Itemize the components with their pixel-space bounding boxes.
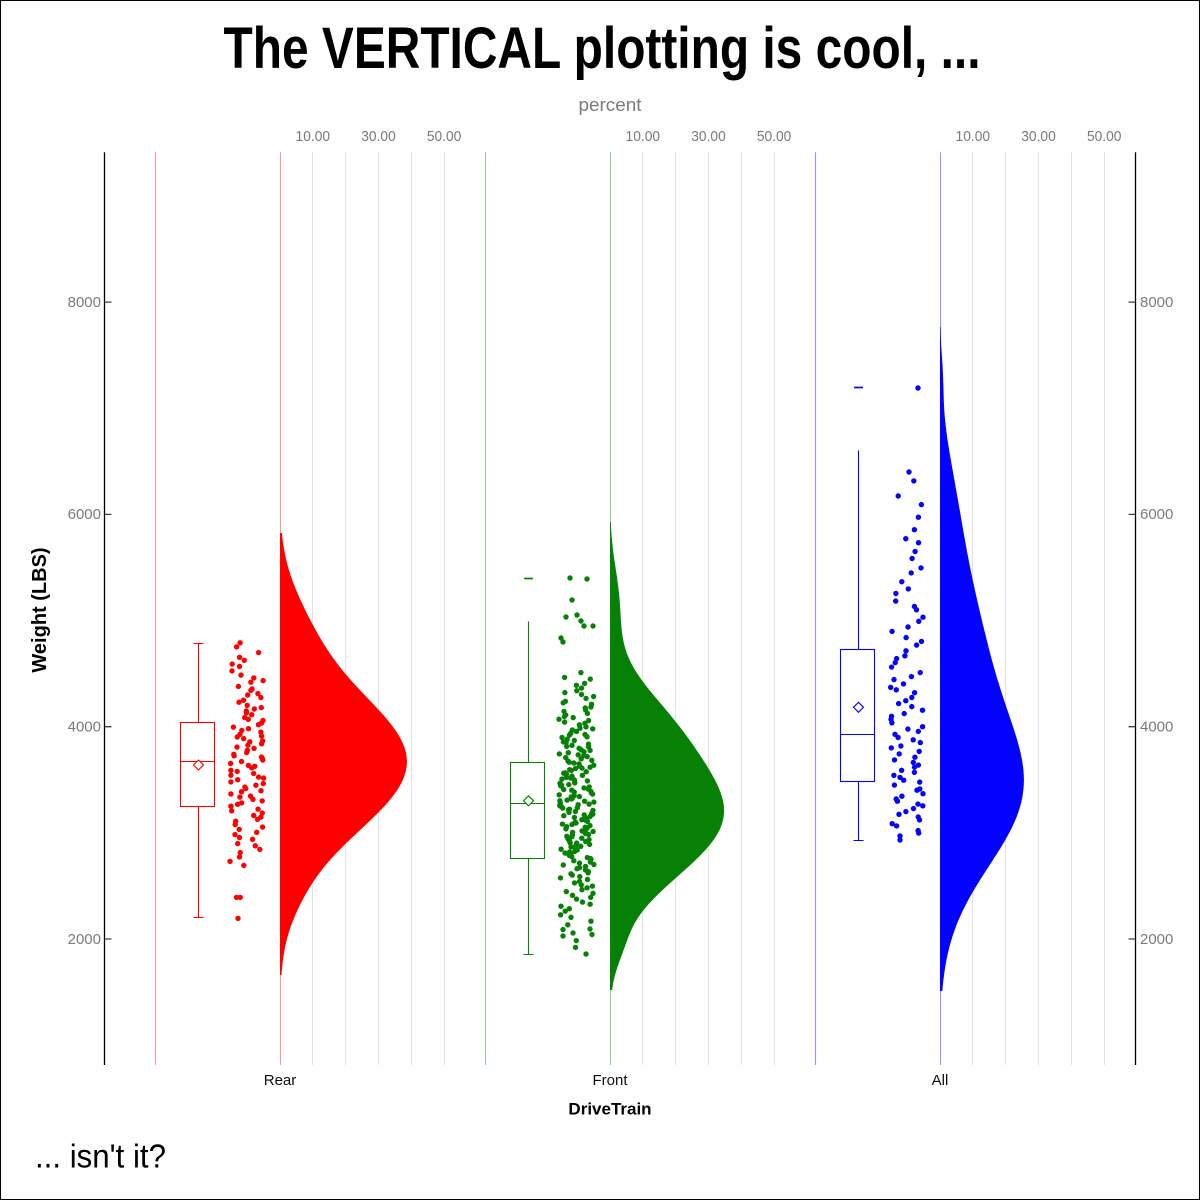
svg-text:30.00: 30.00 [1021, 128, 1056, 145]
svg-text:6000: 6000 [68, 506, 101, 523]
svg-text:Front: Front [592, 1072, 628, 1089]
svg-text:10.00: 10.00 [956, 128, 991, 145]
svg-text:The VERTICAL plotting is cool,: The VERTICAL plotting is cool, ... [224, 16, 981, 81]
svg-text:2000: 2000 [68, 931, 101, 948]
svg-text:... isn't it?: ... isn't it? [35, 1138, 166, 1175]
svg-text:Weight (LBS): Weight (LBS) [29, 547, 51, 672]
svg-text:All: All [932, 1072, 949, 1089]
svg-text:50.00: 50.00 [757, 128, 792, 145]
svg-text:6000: 6000 [1140, 506, 1173, 523]
svg-text:10.00: 10.00 [296, 128, 331, 145]
svg-text:8000: 8000 [68, 294, 101, 311]
svg-text:4000: 4000 [1140, 719, 1173, 736]
svg-text:Rear: Rear [264, 1072, 297, 1089]
svg-text:2000: 2000 [1140, 931, 1173, 948]
svg-text:DriveTrain: DriveTrain [568, 1100, 651, 1119]
svg-text:50.00: 50.00 [1087, 128, 1122, 145]
svg-text:50.00: 50.00 [427, 128, 462, 145]
svg-text:10.00: 10.00 [626, 128, 661, 145]
svg-text:4000: 4000 [68, 719, 101, 736]
svg-text:30.00: 30.00 [691, 128, 726, 145]
svg-text:percent: percent [579, 95, 642, 115]
svg-text:8000: 8000 [1140, 294, 1173, 311]
svg-text:30.00: 30.00 [361, 128, 396, 145]
